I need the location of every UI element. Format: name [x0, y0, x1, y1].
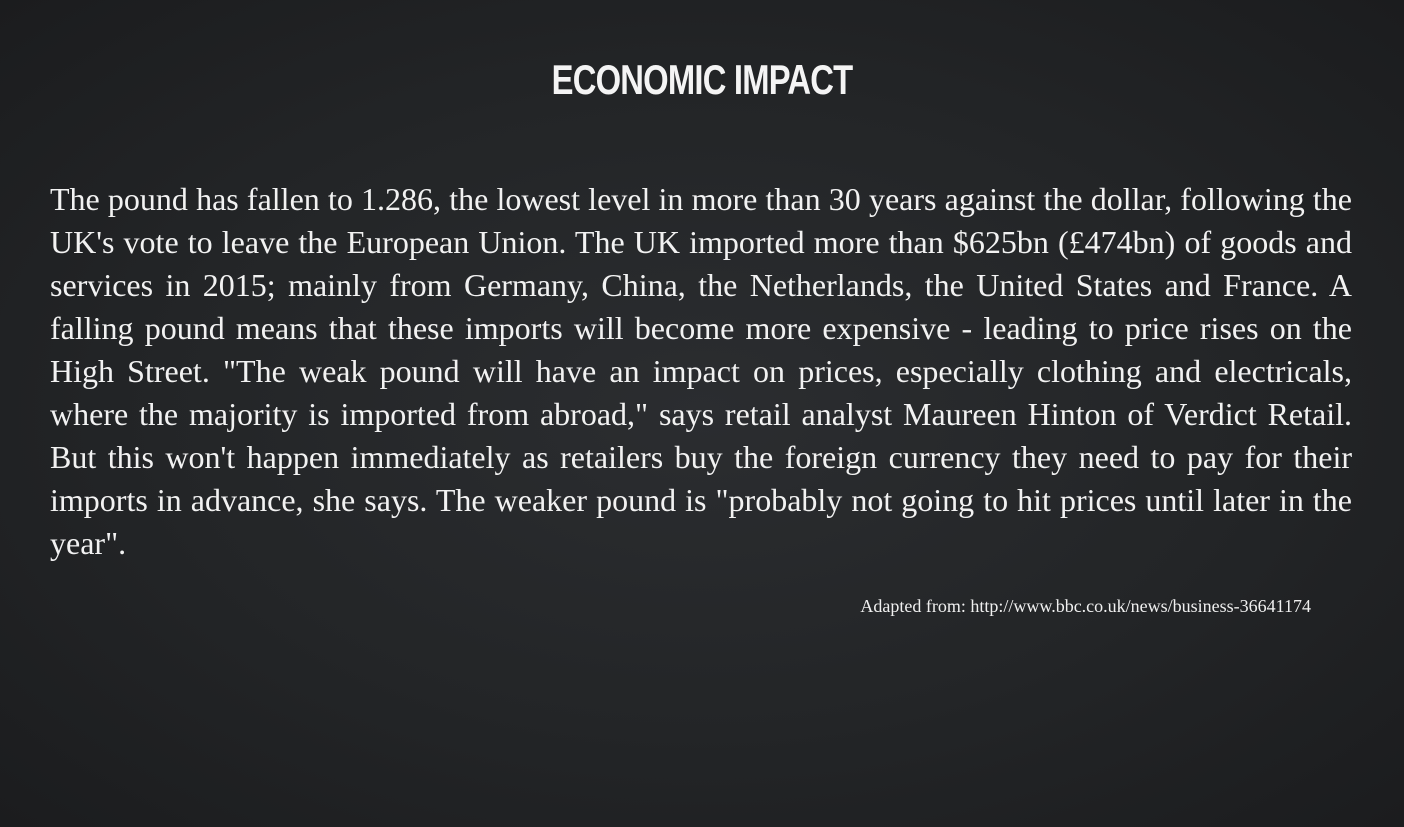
slide-body-text: The pound has fallen to 1.286, the lowes… [50, 181, 1352, 561]
source-citation: Adapted from: http://www.bbc.co.uk/news/… [860, 596, 1311, 616]
slide-title: ECONOMIC IMPACT [551, 56, 854, 103]
